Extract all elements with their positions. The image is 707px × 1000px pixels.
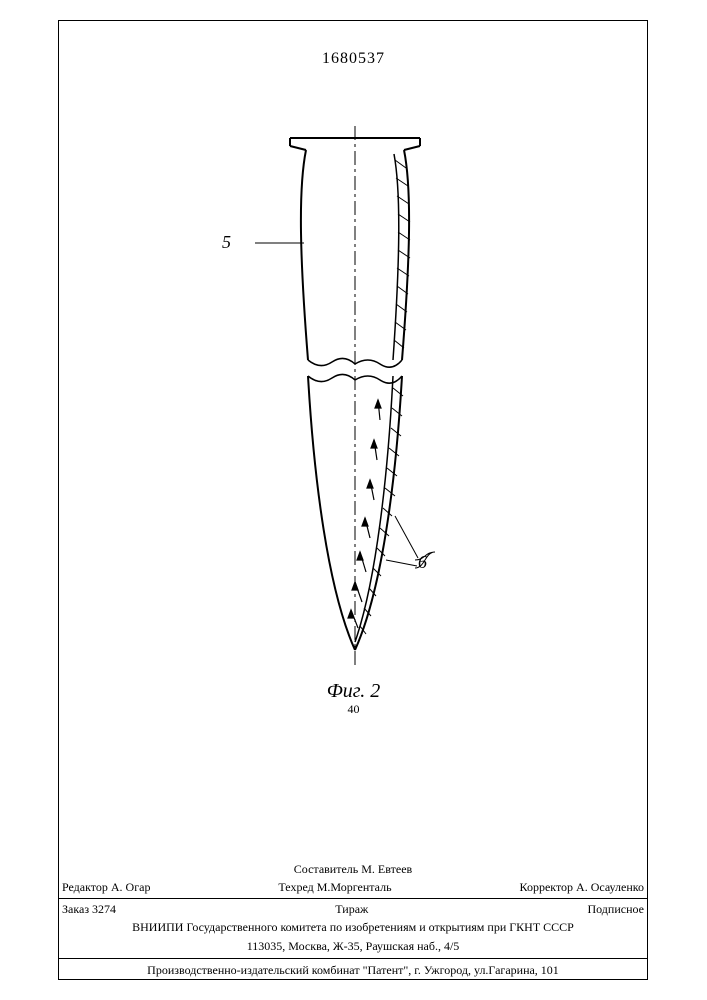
printer-line: Производственно-издательский комбинат "П…	[58, 961, 648, 980]
footer-divider-1	[58, 898, 648, 899]
subscription: Подписное	[587, 902, 644, 917]
reference-label-6: 6	[418, 552, 427, 573]
circulation: Тираж	[335, 902, 368, 917]
org-line-1: ВНИИПИ Государственного комитета по изоб…	[58, 918, 648, 937]
corrector-line: Корректор А. Осауленко	[520, 880, 644, 895]
figure-svg	[220, 120, 490, 680]
figure-2	[220, 120, 490, 680]
techred-line: Техред М.Моргенталь	[278, 880, 391, 895]
figure-sub-number: 40	[0, 702, 707, 717]
footer-divider-2	[58, 958, 648, 959]
compiler-line: Составитель М. Евтеев	[58, 860, 648, 879]
figure-caption: Фиг. 2	[0, 680, 707, 703]
org-line-2: 113035, Москва, Ж-35, Раушская наб., 4/5	[58, 937, 648, 956]
reference-label-5: 5	[222, 232, 231, 253]
patent-number: 1680537	[0, 50, 707, 68]
order-number: Заказ 3274	[62, 902, 116, 917]
imprint-footer: Составитель М. Евтеев Редактор А. Огар Т…	[58, 860, 648, 980]
editor-line: Редактор А. Огар	[62, 880, 150, 895]
